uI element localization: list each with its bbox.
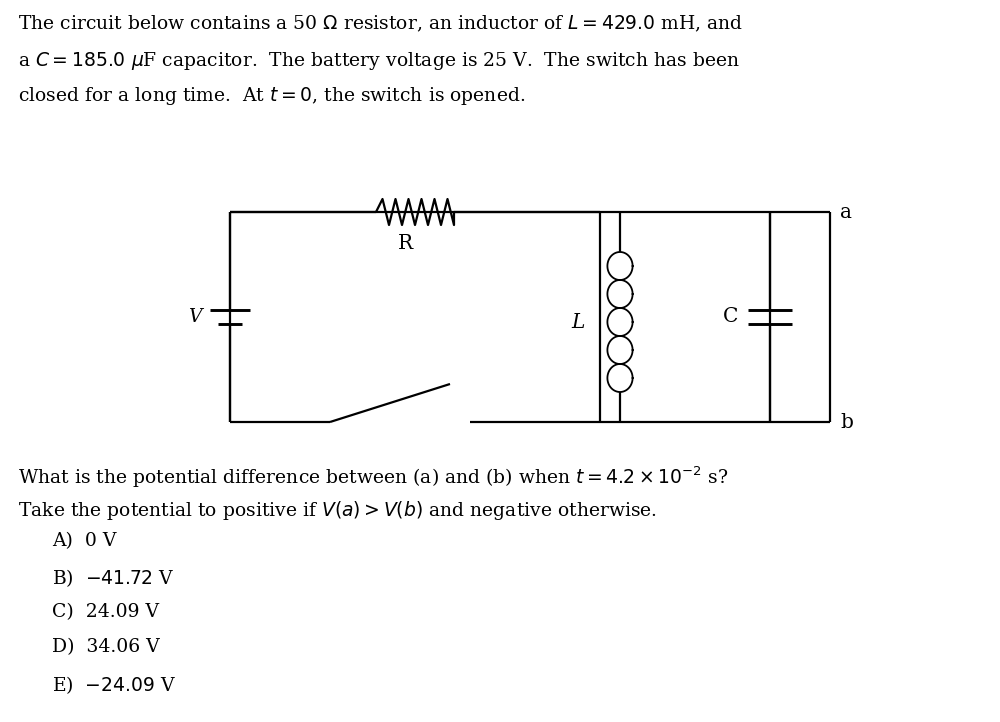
Text: C: C [723, 308, 738, 326]
Text: What is the potential difference between (a) and (b) when $t = 4.2 \times 10^{-2: What is the potential difference between… [18, 464, 728, 490]
Text: The circuit below contains a 50 $\Omega$ resistor, an inductor of $L = 429.0$ mH: The circuit below contains a 50 $\Omega$… [18, 14, 743, 34]
Text: A)  0 V: A) 0 V [52, 532, 116, 550]
Text: a: a [840, 202, 852, 222]
Text: b: b [840, 412, 853, 432]
Text: D)  34.06 V: D) 34.06 V [52, 638, 160, 656]
Text: L: L [572, 313, 585, 331]
Text: R: R [397, 234, 413, 253]
Text: closed for a long time.  At $t = 0$, the switch is opened.: closed for a long time. At $t = 0$, the … [18, 85, 525, 107]
Text: C)  24.09 V: C) 24.09 V [52, 603, 159, 621]
Text: a $C = 185.0\ \mu$F capacitor.  The battery voltage is 25 V.  The switch has bee: a $C = 185.0\ \mu$F capacitor. The batte… [18, 50, 740, 71]
Text: E)  $-24.09$ V: E) $-24.09$ V [52, 674, 176, 696]
Text: Take the potential to positive if $V(a) > V(b)$ and negative otherwise.: Take the potential to positive if $V(a) … [18, 500, 657, 523]
Text: B)  $-41.72$ V: B) $-41.72$ V [52, 567, 175, 589]
Text: V: V [188, 308, 202, 326]
